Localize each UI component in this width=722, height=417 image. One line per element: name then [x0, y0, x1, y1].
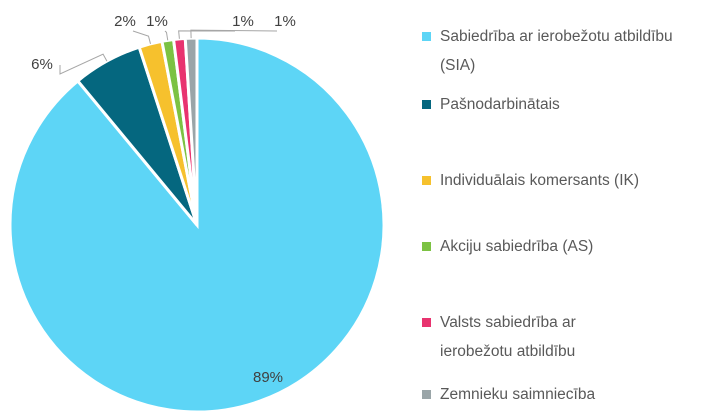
data-label: 1% — [146, 13, 168, 30]
leader-line — [178, 30, 236, 39]
legend-label: Zemnieku saimniecība — [440, 386, 596, 403]
legend-label: Individuālais komersants (IK) — [440, 172, 639, 189]
legend-swatch — [422, 318, 431, 327]
legend-swatch — [422, 100, 431, 109]
legend-item: Individuālais komersants (IK) — [422, 166, 722, 195]
legend-label: Sabiedrība ar ierobežotu atbildību (SIA) — [440, 28, 673, 74]
leader-line — [164, 30, 169, 41]
legend-swatch — [422, 242, 431, 251]
legend-item: Akciju sabiedrība (AS) — [422, 232, 702, 261]
data-label: 6% — [31, 56, 53, 73]
leader-line — [190, 29, 278, 39]
legend-item: Valsts sabiedrība ar ierobežotu atbildīb… — [422, 308, 652, 366]
legend-label: Akciju sabiedrība (AS) — [440, 238, 594, 255]
data-label: 2% — [114, 13, 136, 30]
legend-swatch — [422, 32, 431, 41]
legend-item: Zemnieku saimniecība — [422, 380, 702, 409]
legend-label: Valsts sabiedrība ar ierobežotu atbildīb… — [440, 314, 576, 360]
legend-label: Pašnodarbinātais — [440, 96, 560, 113]
leader-line — [59, 53, 108, 75]
data-label: 1% — [232, 13, 254, 30]
legend-swatch — [422, 390, 431, 399]
legend-swatch — [422, 176, 431, 185]
legend-item: Pašnodarbinātais — [422, 90, 702, 119]
legend-item: Sabiedrība ar ierobežotu atbildību (SIA) — [422, 22, 682, 80]
data-label: 1% — [274, 13, 296, 30]
leader-line — [132, 30, 151, 44]
data-label: 89% — [253, 369, 283, 386]
